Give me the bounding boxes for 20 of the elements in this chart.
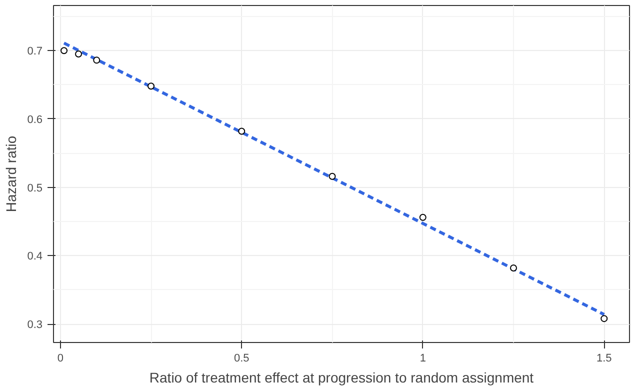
point: [60, 47, 68, 54]
point: [238, 128, 246, 135]
point: [419, 214, 426, 221]
y-tick-label: 0.3: [27, 319, 43, 332]
point: [148, 82, 155, 90]
y-tick-label: 0.6: [27, 114, 43, 126]
x-tick-label: 1.5: [596, 352, 612, 364]
point: [328, 172, 336, 180]
point: [93, 56, 100, 64]
x-axis-title: Ratio of treatment effect at progression to random assignment: [149, 370, 534, 386]
y-axis-title: Hazard ratio: [3, 136, 20, 212]
point: [510, 264, 518, 272]
point: [600, 315, 608, 322]
y-tick-label: 0.5: [27, 182, 43, 194]
y-tick-label: 0.4: [27, 250, 43, 263]
x-tick-label: 1: [420, 352, 426, 364]
point: [75, 50, 82, 58]
x-tick-label: 0: [57, 352, 64, 364]
y-tick-label: 0.7: [27, 46, 43, 58]
x-tick-label: 0.5: [234, 352, 250, 364]
